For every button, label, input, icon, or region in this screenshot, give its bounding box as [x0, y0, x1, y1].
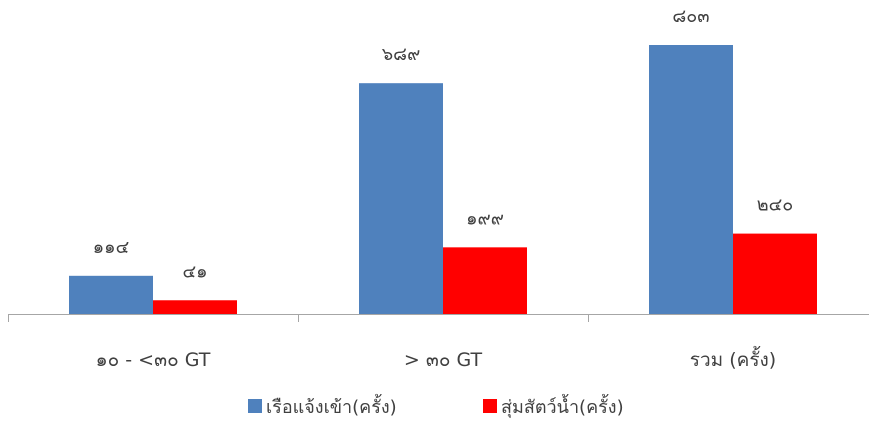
- data-label-series-1-3: ๘๐๓: [672, 6, 709, 27]
- data-label-series-1-2: ๖๘๙: [382, 44, 421, 65]
- category-label-1: ๑๐ - <๓๐ GT: [96, 349, 211, 371]
- data-label-series-2-3: ๒๔๐: [757, 195, 793, 216]
- bar-series-2-2: [443, 247, 527, 314]
- data-label-series-2-2: ๑๙๙: [466, 208, 504, 229]
- bars-group: [69, 45, 817, 314]
- category-label-3: รวม (ครั้ง): [690, 346, 776, 371]
- category-label-2: > ๓๐ GT: [404, 349, 483, 371]
- bar-series-1-2: [359, 83, 443, 314]
- data-label-series-1-1: ๑๑๔: [93, 237, 129, 258]
- bar-series-2-3: [733, 233, 817, 314]
- x-axis: [8, 314, 869, 322]
- legend-swatch-2: [483, 399, 497, 413]
- data-label-series-2-1: ๔๑: [182, 261, 207, 282]
- legend-swatch-1: [248, 399, 262, 413]
- legend-label-1: เรือแจ้งเข้า(ครั้ง): [266, 394, 397, 418]
- legend-label-2: สุ่มสัตว์น้ำ(ครั้ง): [501, 394, 624, 418]
- category-labels-group: ๑๐ - <๓๐ GT > ๓๐ GT รวม (ครั้ง): [96, 346, 777, 371]
- bar-series-1-3: [649, 45, 733, 314]
- bar-series-2-1: [153, 300, 237, 314]
- legend: เรือแจ้งเข้า(ครั้ง) สุ่มสัตว์น้ำ(ครั้ง): [248, 394, 624, 418]
- bar-series-1-1: [69, 275, 153, 314]
